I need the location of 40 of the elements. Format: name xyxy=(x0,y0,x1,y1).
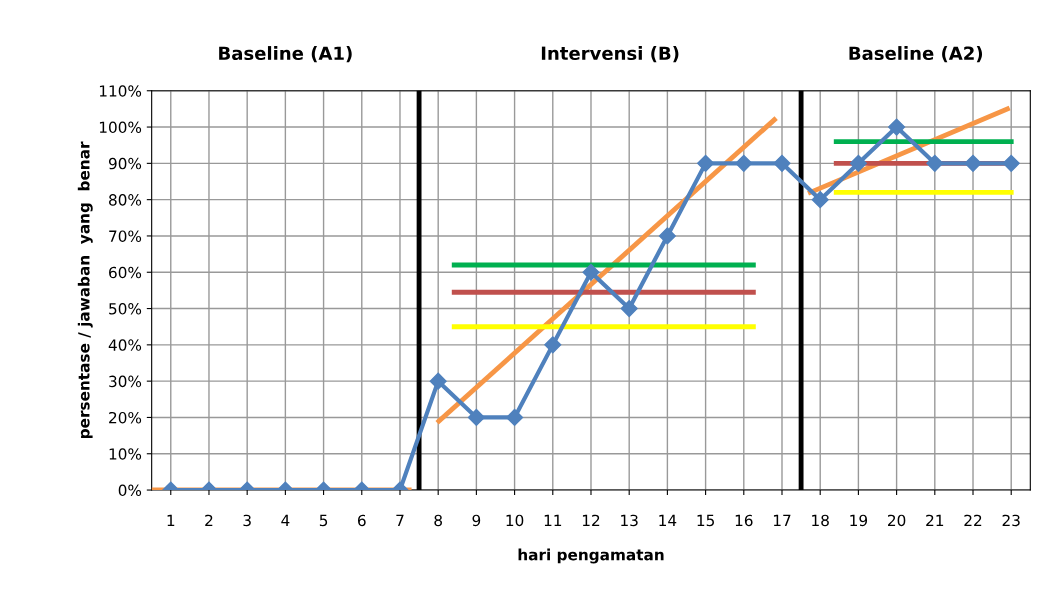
x-tick-label: 18 xyxy=(812,514,829,527)
x-tick-label: 14 xyxy=(659,514,677,526)
x-tick-label: 22 xyxy=(964,514,982,526)
x-tick-label: 3 xyxy=(243,514,251,527)
x-tick-label: 19 xyxy=(850,514,868,527)
x-tick-label: 5 xyxy=(319,514,328,527)
x-tick-label: 16 xyxy=(735,514,753,527)
y-tick-label: 0% xyxy=(118,484,142,497)
x-tick-label: 10 xyxy=(506,514,524,527)
text: Intervensi (B) xyxy=(541,46,679,63)
y-tick-label: 100% xyxy=(99,121,142,134)
x-tick-label: 20 xyxy=(888,514,906,527)
x-tick-label: 23 xyxy=(1002,514,1020,527)
text: Baseline (A1) xyxy=(219,46,352,63)
text: Baseline (A2) xyxy=(849,46,983,63)
y-tick-label: 70% xyxy=(109,230,142,242)
x-tick-label: 6 xyxy=(357,514,366,527)
x-tick-label: 9 xyxy=(472,514,481,527)
x-tick-label: 13 xyxy=(621,514,638,527)
y-tick-label: 80% xyxy=(109,194,142,206)
x-tick-label: 8 xyxy=(434,514,442,527)
x-axis-title: hari pengamatan xyxy=(518,548,664,564)
x-tick-label: 17 xyxy=(773,514,791,526)
y-tick-label: 50% xyxy=(109,303,142,315)
x-tick-label: 21 xyxy=(926,514,944,526)
x-tick-label: 15 xyxy=(697,514,714,527)
x-tick-label: 2 xyxy=(205,514,213,526)
y-tick-label: 60% xyxy=(109,266,142,279)
x-tick-label: 11 xyxy=(544,514,562,526)
x-tick-label: 1 xyxy=(167,514,175,526)
y-tick-label: 30% xyxy=(109,375,142,388)
x-tick-label: 7 xyxy=(396,514,404,526)
x-tick-label: 4 xyxy=(281,514,290,526)
y-tick-label: 40% xyxy=(108,339,142,351)
y-axis-title: persentase / jawaban yang benar xyxy=(77,141,93,439)
y-tick-label: 90% xyxy=(108,157,142,170)
y-tick-label: 10% xyxy=(109,448,142,460)
y-tick-label: 110% xyxy=(99,85,142,97)
y-tick-label: 20% xyxy=(109,411,142,424)
x-tick-label: 12 xyxy=(582,514,600,526)
